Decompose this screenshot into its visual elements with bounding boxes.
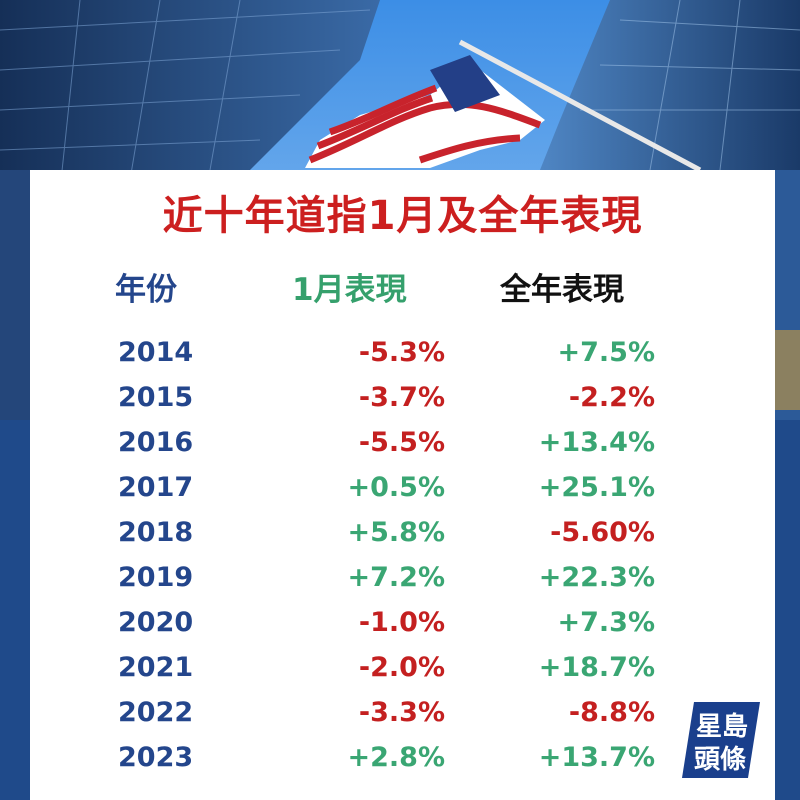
table-row: 2014 -5.3% +7.5% <box>30 333 775 378</box>
full-year-cell: +13.7% <box>538 742 655 773</box>
year-cell: 2020 <box>118 607 194 638</box>
logo-line-1: 星島 <box>696 712 748 742</box>
column-header-year: 年份 <box>115 272 177 308</box>
full-year-cell: +13.4% <box>538 427 655 458</box>
table-row: 2020 -1.0% +7.3% <box>30 603 775 648</box>
table-row: 2022 -3.3% -8.8% <box>30 693 775 738</box>
table-row: 2016 -5.5% +13.4% <box>30 423 775 468</box>
logo-line-2: 頭條 <box>694 745 746 775</box>
full-year-cell: +22.3% <box>538 562 655 593</box>
full-year-cell: -5.60% <box>550 517 655 548</box>
january-cell: +5.8% <box>347 517 445 548</box>
table-body: 2014 -5.3% +7.5% 2015 -3.7% -2.2% 2016 -… <box>30 333 775 783</box>
us-flag-icon <box>305 55 545 168</box>
january-cell: -5.5% <box>358 427 445 458</box>
full-year-cell: +18.7% <box>538 652 655 683</box>
year-cell: 2016 <box>118 427 194 458</box>
column-header-january: 1月表現 <box>292 272 407 308</box>
full-year-cell: -2.2% <box>568 382 655 413</box>
table-row: 2019 +7.2% +22.3% <box>30 558 775 603</box>
year-cell: 2022 <box>118 697 194 728</box>
table-row: 2017 +0.5% +25.1% <box>30 468 775 513</box>
year-cell: 2015 <box>118 382 194 413</box>
column-header-full-year: 全年表現 <box>500 272 624 308</box>
year-cell: 2018 <box>118 517 194 548</box>
page-title: 近十年道指1月及全年表現 <box>162 193 643 239</box>
january-cell: +0.5% <box>347 472 445 503</box>
table-row: 2023 +2.8% +13.7% <box>30 738 775 783</box>
january-cell: -3.7% <box>358 382 445 413</box>
table-row: 2015 -3.7% -2.2% <box>30 378 775 423</box>
table-row: 2021 -2.0% +18.7% <box>30 648 775 693</box>
table-panel: 近十年道指1月及全年表現 年份 1月表現 全年表現 2014 -5.3% +7.… <box>30 170 775 800</box>
full-year-cell: +7.5% <box>557 337 655 368</box>
full-year-cell: +25.1% <box>538 472 655 503</box>
full-year-cell: -8.8% <box>568 697 655 728</box>
january-cell: -3.3% <box>358 697 445 728</box>
january-cell: +2.8% <box>347 742 445 773</box>
january-cell: -1.0% <box>358 607 445 638</box>
year-cell: 2017 <box>118 472 194 503</box>
full-year-cell: +7.3% <box>557 607 655 638</box>
january-cell: -2.0% <box>358 652 445 683</box>
year-cell: 2021 <box>118 652 194 683</box>
year-cell: 2023 <box>118 742 194 773</box>
january-cell: +7.2% <box>347 562 445 593</box>
january-cell: -5.3% <box>358 337 445 368</box>
sing-tao-logo-icon: 星島 頭條 <box>682 702 760 778</box>
year-cell: 2014 <box>118 337 194 368</box>
year-cell: 2019 <box>118 562 194 593</box>
table-row: 2018 +5.8% -5.60% <box>30 513 775 558</box>
